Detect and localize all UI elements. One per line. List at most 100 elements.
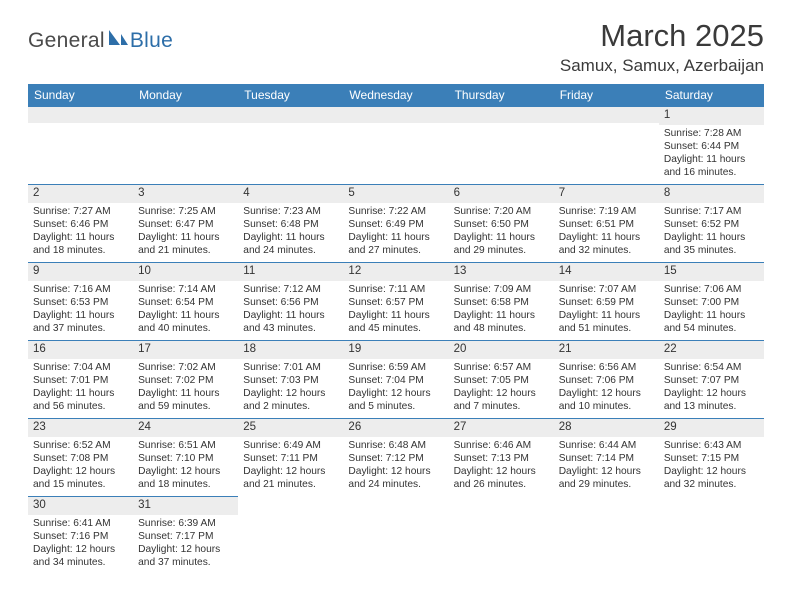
daylight-text-1: Daylight: 11 hours [664, 153, 759, 166]
day-number: 22 [659, 341, 764, 359]
day-number: 17 [133, 341, 238, 359]
sunrise-text: Sunrise: 6:43 AM [664, 439, 759, 452]
sunset-text: Sunset: 7:16 PM [33, 530, 128, 543]
location: Samux, Samux, Azerbaijan [560, 56, 764, 76]
sunset-text: Sunset: 6:54 PM [138, 296, 233, 309]
sunrise-text: Sunrise: 6:57 AM [454, 361, 549, 374]
daylight-text-2: and 32 minutes. [664, 478, 759, 491]
day-number: 1 [659, 107, 764, 125]
daylight-text-1: Daylight: 12 hours [243, 387, 338, 400]
calendar-cell: 2Sunrise: 7:27 AMSunset: 6:46 PMDaylight… [28, 184, 133, 262]
daylight-text-1: Daylight: 12 hours [348, 465, 443, 478]
calendar-cell [659, 496, 764, 574]
calendar-cell: 16Sunrise: 7:04 AMSunset: 7:01 PMDayligh… [28, 340, 133, 418]
daylight-text-1: Daylight: 11 hours [243, 309, 338, 322]
day-number: 3 [133, 185, 238, 203]
daylight-text-1: Daylight: 12 hours [138, 543, 233, 556]
calendar-table: SundayMondayTuesdayWednesdayThursdayFrid… [28, 84, 764, 574]
sunrise-text: Sunrise: 6:39 AM [138, 517, 233, 530]
daylight-text-2: and 34 minutes. [33, 556, 128, 569]
daylight-text-1: Daylight: 11 hours [664, 309, 759, 322]
calendar-cell [28, 106, 133, 184]
day-details: Sunrise: 7:09 AMSunset: 6:58 PMDaylight:… [449, 281, 554, 339]
day-details: Sunrise: 7:16 AMSunset: 6:53 PMDaylight:… [28, 281, 133, 339]
day-number: 7 [554, 185, 659, 203]
daylight-text-1: Daylight: 12 hours [243, 465, 338, 478]
day-cell: 2Sunrise: 7:27 AMSunset: 6:46 PMDaylight… [28, 184, 133, 262]
sunrise-text: Sunrise: 7:16 AM [33, 283, 128, 296]
day-number: 30 [28, 497, 133, 515]
day-number: 19 [343, 341, 448, 359]
day-number: 31 [133, 497, 238, 515]
calendar-cell: 15Sunrise: 7:06 AMSunset: 7:00 PMDayligh… [659, 262, 764, 340]
sunset-text: Sunset: 6:56 PM [243, 296, 338, 309]
daylight-text-1: Daylight: 11 hours [138, 231, 233, 244]
calendar-cell: 7Sunrise: 7:19 AMSunset: 6:51 PMDaylight… [554, 184, 659, 262]
day-number: 6 [449, 185, 554, 203]
logo-text-general: General [28, 29, 105, 53]
daylight-text-1: Daylight: 11 hours [33, 387, 128, 400]
day-details: Sunrise: 6:39 AMSunset: 7:17 PMDaylight:… [133, 515, 238, 573]
day-details: Sunrise: 7:28 AMSunset: 6:44 PMDaylight:… [659, 125, 764, 183]
calendar-cell: 6Sunrise: 7:20 AMSunset: 6:50 PMDaylight… [449, 184, 554, 262]
daylight-text-2: and 27 minutes. [348, 244, 443, 257]
calendar-cell: 8Sunrise: 7:17 AMSunset: 6:52 PMDaylight… [659, 184, 764, 262]
daylight-text-1: Daylight: 12 hours [559, 465, 654, 478]
sunset-text: Sunset: 7:14 PM [559, 452, 654, 465]
day-number: 25 [238, 419, 343, 437]
day-cell: 22Sunrise: 6:54 AMSunset: 7:07 PMDayligh… [659, 340, 764, 418]
sunrise-text: Sunrise: 6:51 AM [138, 439, 233, 452]
day-of-week-header: Monday [133, 84, 238, 106]
day-of-week-header: Wednesday [343, 84, 448, 106]
day-cell: 20Sunrise: 6:57 AMSunset: 7:05 PMDayligh… [449, 340, 554, 418]
daylight-text-2: and 21 minutes. [243, 478, 338, 491]
calendar-cell: 11Sunrise: 7:12 AMSunset: 6:56 PMDayligh… [238, 262, 343, 340]
day-cell: 18Sunrise: 7:01 AMSunset: 7:03 PMDayligh… [238, 340, 343, 418]
empty-day [28, 106, 133, 123]
daylight-text-2: and 56 minutes. [33, 400, 128, 413]
day-details: Sunrise: 7:06 AMSunset: 7:00 PMDaylight:… [659, 281, 764, 339]
sunset-text: Sunset: 6:50 PM [454, 218, 549, 231]
sunrise-text: Sunrise: 6:41 AM [33, 517, 128, 530]
day-details: Sunrise: 6:54 AMSunset: 7:07 PMDaylight:… [659, 359, 764, 417]
sunrise-text: Sunrise: 7:25 AM [138, 205, 233, 218]
empty-day [343, 106, 448, 123]
daylight-text-1: Daylight: 11 hours [559, 231, 654, 244]
sunrise-text: Sunrise: 7:23 AM [243, 205, 338, 218]
daylight-text-2: and 37 minutes. [33, 322, 128, 335]
day-cell: 21Sunrise: 6:56 AMSunset: 7:06 PMDayligh… [554, 340, 659, 418]
sunset-text: Sunset: 7:12 PM [348, 452, 443, 465]
day-cell: 30Sunrise: 6:41 AMSunset: 7:16 PMDayligh… [28, 496, 133, 574]
sunrise-text: Sunrise: 7:09 AM [454, 283, 549, 296]
day-cell: 28Sunrise: 6:44 AMSunset: 7:14 PMDayligh… [554, 418, 659, 496]
day-cell: 11Sunrise: 7:12 AMSunset: 6:56 PMDayligh… [238, 262, 343, 340]
day-details: Sunrise: 7:02 AMSunset: 7:02 PMDaylight:… [133, 359, 238, 417]
day-details: Sunrise: 7:07 AMSunset: 6:59 PMDaylight:… [554, 281, 659, 339]
daylight-text-1: Daylight: 11 hours [454, 231, 549, 244]
sunset-text: Sunset: 6:53 PM [33, 296, 128, 309]
day-details: Sunrise: 7:20 AMSunset: 6:50 PMDaylight:… [449, 203, 554, 261]
day-cell: 31Sunrise: 6:39 AMSunset: 7:17 PMDayligh… [133, 496, 238, 574]
day-details: Sunrise: 6:52 AMSunset: 7:08 PMDaylight:… [28, 437, 133, 495]
day-cell: 6Sunrise: 7:20 AMSunset: 6:50 PMDaylight… [449, 184, 554, 262]
daylight-text-2: and 37 minutes. [138, 556, 233, 569]
sunset-text: Sunset: 7:04 PM [348, 374, 443, 387]
daylight-text-1: Daylight: 12 hours [664, 465, 759, 478]
sunrise-text: Sunrise: 7:04 AM [33, 361, 128, 374]
calendar-week-row: 23Sunrise: 6:52 AMSunset: 7:08 PMDayligh… [28, 418, 764, 496]
calendar-cell [554, 496, 659, 574]
sunrise-text: Sunrise: 6:54 AM [664, 361, 759, 374]
sunset-text: Sunset: 6:46 PM [33, 218, 128, 231]
day-cell: 19Sunrise: 6:59 AMSunset: 7:04 PMDayligh… [343, 340, 448, 418]
day-number: 11 [238, 263, 343, 281]
daylight-text-1: Daylight: 11 hours [559, 309, 654, 322]
calendar-cell: 24Sunrise: 6:51 AMSunset: 7:10 PMDayligh… [133, 418, 238, 496]
daylight-text-2: and 10 minutes. [559, 400, 654, 413]
calendar-cell: 30Sunrise: 6:41 AMSunset: 7:16 PMDayligh… [28, 496, 133, 574]
calendar-cell: 19Sunrise: 6:59 AMSunset: 7:04 PMDayligh… [343, 340, 448, 418]
sunrise-text: Sunrise: 7:02 AM [138, 361, 233, 374]
daylight-text-2: and 40 minutes. [138, 322, 233, 335]
day-number: 10 [133, 263, 238, 281]
sunset-text: Sunset: 6:49 PM [348, 218, 443, 231]
day-details: Sunrise: 6:41 AMSunset: 7:16 PMDaylight:… [28, 515, 133, 573]
